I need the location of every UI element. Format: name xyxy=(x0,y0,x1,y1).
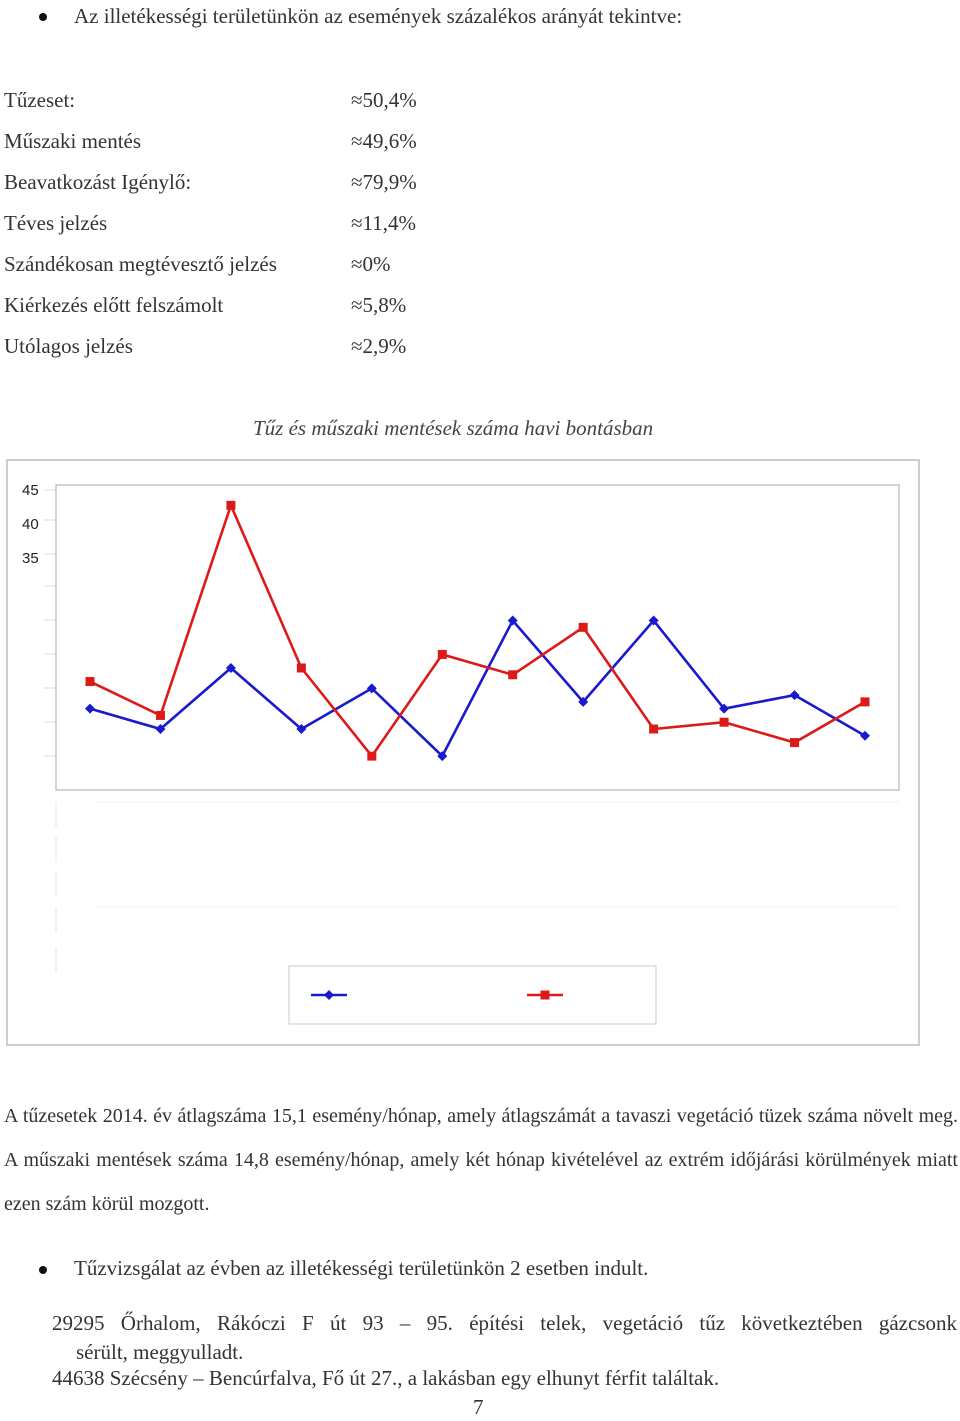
stat-label-eliminated-before-arrival: Kiérkezés előtt felszámolt xyxy=(4,293,224,317)
data-point xyxy=(649,724,659,734)
data-point xyxy=(578,622,588,632)
case-1-line1: 29295 Őrhalom, Rákóczi F út 93 – 95. épí… xyxy=(52,1311,957,1335)
data-point xyxy=(790,738,800,748)
data-point xyxy=(296,724,307,734)
paragraph-text: A tűzesetek 2014. év átlagszáma 15,1 ese… xyxy=(4,1105,958,1215)
data-point xyxy=(226,500,236,510)
data-point xyxy=(366,683,377,694)
stat-label-fire: Tűzeset: xyxy=(4,88,76,112)
stat-value-intervention: ≈79,9% xyxy=(351,170,417,194)
bullet-dot xyxy=(39,13,47,21)
data-point xyxy=(789,690,800,701)
plot-area xyxy=(55,484,900,791)
series-line xyxy=(89,618,866,759)
series-layer xyxy=(85,500,870,762)
data-point xyxy=(367,751,377,761)
data-point xyxy=(508,670,518,680)
data-point xyxy=(437,649,447,659)
data-point xyxy=(860,730,870,741)
data-point xyxy=(296,663,306,673)
data-point xyxy=(578,696,589,707)
stat-value-eliminated-before-arrival: ≈5,8% xyxy=(351,293,407,317)
monthly-chart: 45 40 35 xyxy=(6,459,920,1046)
stat-value-technical-rescue: ≈49,6% xyxy=(351,129,417,153)
case-1-line2: sérült, meggyulladt. xyxy=(76,1340,244,1364)
data-point xyxy=(155,710,165,720)
bullet2-text: Tűzvizsgálat az évben az illetékességi t… xyxy=(74,1256,649,1280)
bullet-dot xyxy=(39,1266,47,1274)
series-line xyxy=(89,501,866,759)
data-point xyxy=(648,615,659,626)
data-point xyxy=(437,751,448,762)
stat-value-false-alarm: ≈11,4% xyxy=(351,211,416,235)
legend-marker xyxy=(540,990,550,1000)
data-point xyxy=(155,724,166,734)
stat-value-deliberate-false: ≈0% xyxy=(351,252,391,276)
page-number: 7 xyxy=(473,1395,484,1419)
data-point xyxy=(860,697,870,707)
stat-value-fire: ≈50,4% xyxy=(351,88,417,112)
legend-marker xyxy=(324,990,334,1000)
y-tick-label: 45 xyxy=(22,482,39,499)
data-point xyxy=(719,703,730,714)
data-point xyxy=(85,677,95,687)
data-point xyxy=(225,663,236,673)
y-tick-label: 35 xyxy=(22,550,39,567)
chart-frame xyxy=(6,459,920,1046)
data-point xyxy=(85,703,95,714)
stat-label-deliberate-false: Szándékosan megtévesztő jelzés xyxy=(4,252,277,276)
legend-box xyxy=(288,965,657,1025)
grid-lines xyxy=(44,489,899,972)
data-point xyxy=(507,615,518,626)
chart-title: Tűz és műszaki mentések száma havi bontá… xyxy=(253,416,654,440)
data-point xyxy=(719,717,729,727)
stat-label-technical-rescue: Műszaki mentés xyxy=(4,129,142,153)
stat-label-intervention: Beavatkozást Igénylő: xyxy=(4,170,192,194)
stat-label-false-alarm: Téves jelzés xyxy=(4,211,108,235)
legend-entries xyxy=(311,990,563,1000)
intro-text: Az illetékességi területünkön az esemény… xyxy=(74,4,683,28)
case-2-line1: 44638 Szécsény – Bencúrfalva, Fő út 27.,… xyxy=(52,1366,720,1390)
y-tick-label: 40 xyxy=(22,516,39,533)
y-tick-labels: 45 40 35 xyxy=(22,482,39,567)
stat-label-late-report: Utólagos jelzés xyxy=(4,334,133,358)
stat-value-late-report: ≈2,9% xyxy=(351,334,407,358)
